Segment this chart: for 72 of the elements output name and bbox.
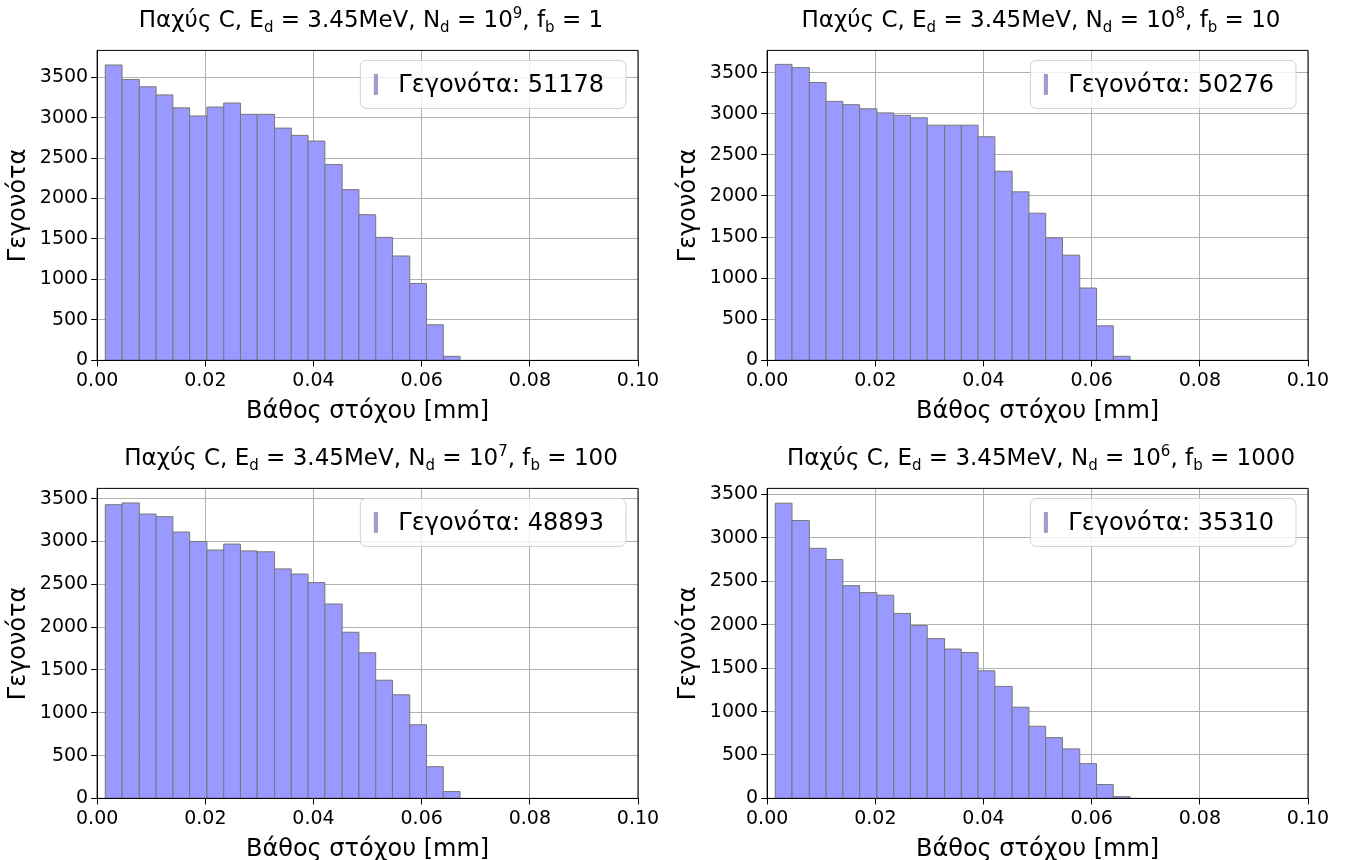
x-tick-label: 0.02 [184,367,227,390]
x-tick-label: 0.06 [1070,367,1113,390]
y-tick-label: 0 [76,785,89,808]
y-tick-label: 2500 [709,568,759,591]
y-tick-label: 500 [51,306,89,329]
legend-label: Γεγονότα: 51178 [398,69,604,98]
x-tick-label: 0.02 [184,805,227,828]
x-axis-title: Βάθος στόχου [mm] [915,833,1160,860]
x-axis-title: Βάθος στόχου [mm] [245,395,490,424]
x-tick-label: 0.04 [962,805,1005,828]
x-tick-label: 0.00 [746,805,789,828]
x-axis-title: Βάθος στόχου [mm] [915,395,1160,424]
x-tick-label: 0.00 [76,367,119,390]
y-tick-label: 1500 [39,656,89,679]
x-tick-label: 0.08 [1178,805,1221,828]
chart-title: Παχύς C, E$_{d}$ = 3.45MeV, N$_{d}$ = 10$^{9}$, f$_{b}$ = 1 [138,4,604,37]
y-tick-label: 3500 [709,59,759,82]
x-tick-label: 0.04 [292,367,335,390]
y-tick-label: 3000 [39,528,89,551]
y-tick-label: 500 [721,741,759,764]
y-tick-label: 1000 [709,698,759,721]
y-tick-label: 0 [76,347,89,370]
x-tick-label: 0.10 [616,805,660,828]
y-axis-title: Γεγονότα [2,148,31,263]
y-tick-label: 1500 [709,655,759,678]
y-axis-title: Γεγονότα [672,586,701,701]
y-tick-label: 2000 [39,614,89,637]
y-tick-label: 3000 [709,524,759,547]
x-tick-label: 0.00 [746,367,789,390]
chart-title: Παχύς C, E$_{d}$ = 3.45MeV, N$_{d}$ = 10$^{8}$, f$_{b}$ = 10 [801,4,1281,37]
y-tick-label: 2500 [39,571,89,594]
y-tick-label: 2000 [709,182,759,205]
x-tick-label: 0.08 [1178,367,1221,390]
y-tick-label: 500 [721,306,759,329]
x-axis-title: Βάθος στόχου [mm] [245,833,490,860]
x-tick-label: 0.08 [508,367,551,390]
x-tick-label: 0.04 [962,367,1005,390]
y-tick-label: 3500 [39,485,89,508]
chart-title: Παχύς C, E$_{d}$ = 3.45MeV, N$_{d}$ = 10$^{7}$, f$_{b}$ = 100 [124,442,618,475]
x-tick-label: 0.10 [616,367,660,390]
x-tick-label: 0.04 [292,805,335,828]
y-axis-title: Γεγονότα [672,148,701,263]
y-tick-label: 3500 [709,481,759,504]
x-tick-label: 0.10 [1286,805,1330,828]
y-tick-label: 2500 [39,144,89,167]
x-tick-label: 0.06 [400,805,443,828]
y-tick-label: 2000 [39,185,89,208]
y-tick-label: 1000 [709,265,759,288]
legend-label: Γεγονότα: 35310 [1068,507,1274,536]
y-tick-label: 2000 [709,611,759,634]
y-tick-label: 1500 [39,225,89,248]
chart-title: Παχύς C, E$_{d}$ = 3.45MeV, N$_{d}$ = 10$^{6}$, f$_{b}$ = 1000 [786,442,1296,475]
x-tick-label: 0.06 [1070,805,1113,828]
y-tick-label: 0 [746,785,759,808]
y-tick-label: 1000 [39,266,89,289]
y-tick-label: 3500 [39,64,89,87]
y-tick-label: 3000 [39,104,89,127]
x-tick-label: 0.06 [400,367,443,390]
y-tick-label: 1000 [39,699,89,722]
x-tick-label: 0.00 [76,805,119,828]
x-tick-label: 0.10 [1286,367,1330,390]
y-tick-label: 500 [51,742,89,765]
x-tick-label: 0.02 [854,805,897,828]
y-tick-label: 2500 [709,141,759,164]
y-tick-label: 1500 [709,224,759,246]
legend-label: Γεγονότα: 50276 [1068,69,1274,98]
x-tick-label: 0.02 [854,367,897,390]
legend-label: Γεγονότα: 48893 [398,507,604,536]
y-tick-label: 3000 [709,100,759,123]
y-axis-title: Γεγονότα [2,586,31,701]
x-tick-label: 0.08 [508,805,551,828]
y-tick-label: 0 [746,347,759,370]
